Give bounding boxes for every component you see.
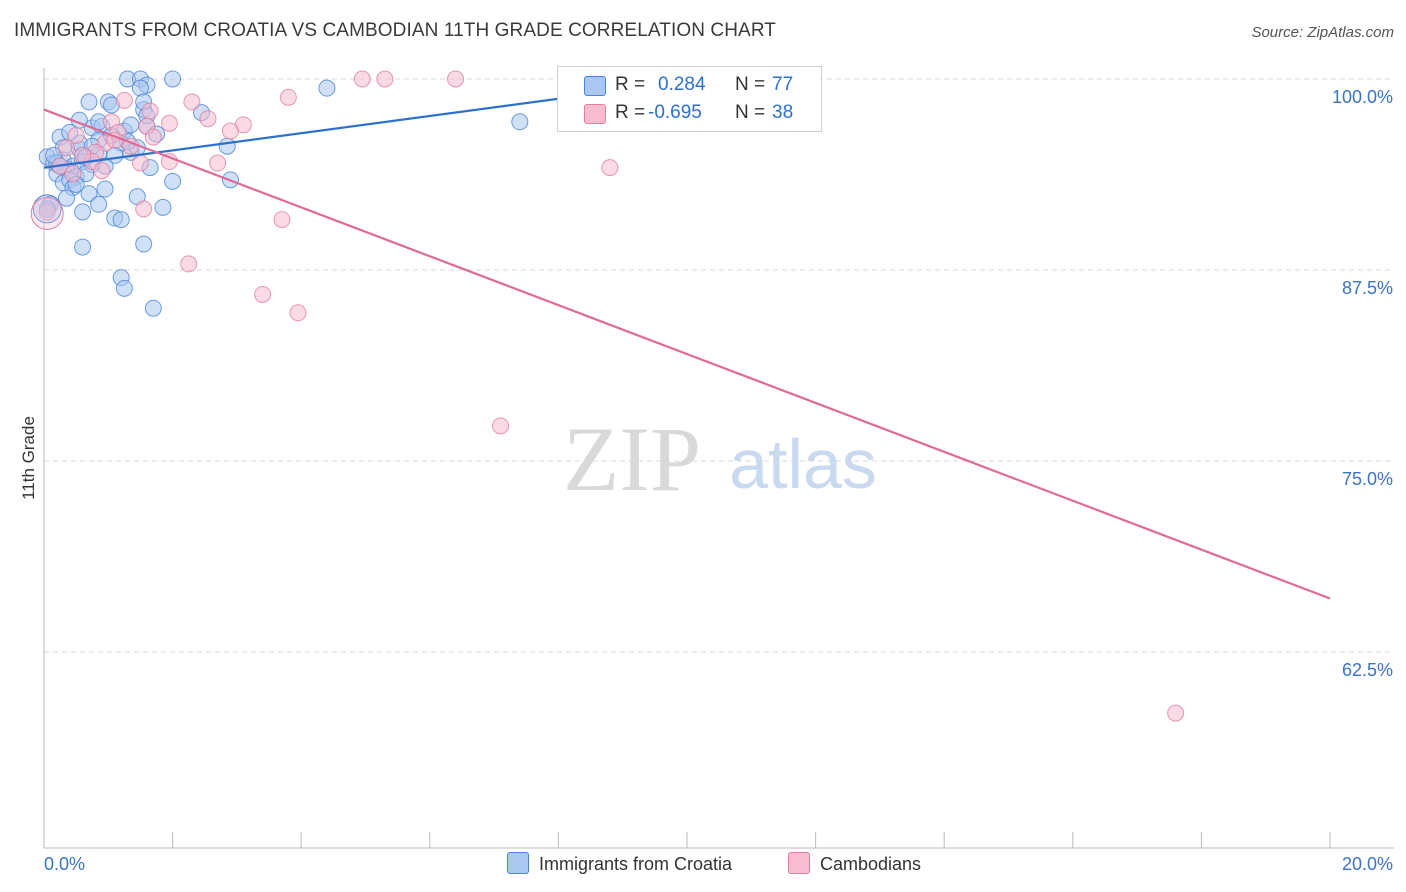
- watermark: ZIP atlas: [563, 408, 877, 510]
- cambodian-point: [58, 139, 76, 157]
- legend-item-cambodians[interactable]: Cambodians: [788, 852, 921, 875]
- croatia-point: [218, 137, 236, 155]
- watermark-atlas: atlas: [729, 425, 877, 503]
- croatia-point: [80, 93, 98, 111]
- gridlines: [44, 78, 1394, 653]
- cambodian-point: [131, 154, 149, 172]
- axes: [43, 68, 1394, 849]
- y-tick-label: 62.5%: [1342, 660, 1393, 680]
- cambodian-point: [160, 114, 178, 132]
- cambodian-point: [38, 203, 56, 221]
- croatia-point: [58, 189, 76, 207]
- cambodian-point: [64, 165, 82, 183]
- r-label: R =: [615, 102, 646, 123]
- watermark-zip: ZIP: [563, 408, 701, 510]
- croatia-point: [164, 172, 182, 190]
- r-value: -0.695: [648, 102, 702, 123]
- cambodian-trend-line: [43, 108, 1331, 600]
- legend-swatch-pink: [584, 104, 606, 124]
- y-tick-label: 75.0%: [1342, 469, 1393, 489]
- cambodian-point: [199, 110, 217, 128]
- croatia-point: [80, 185, 98, 203]
- data-points: [30, 70, 1185, 722]
- cambodian-point: [1167, 704, 1185, 722]
- croatia-point: [96, 180, 114, 198]
- cambodian-point: [115, 91, 133, 109]
- croatia-point: [74, 203, 92, 221]
- y-tick-label: 100.0%: [1332, 87, 1393, 107]
- n-label: N =: [735, 102, 766, 123]
- tick-labels: 62.5% 75.0% 87.5% 100.0% 0.0% 20.0%: [44, 87, 1393, 874]
- legend-row-cambodians: R = -0.695 N = 38: [558, 100, 821, 128]
- r-label: R =: [615, 74, 646, 95]
- legend-swatch-blue: [584, 76, 606, 96]
- legend-label: Immigrants from Croatia: [539, 854, 733, 874]
- chart-title: IMMIGRANTS FROM CROATIA VS CAMBODIAN 11T…: [14, 20, 776, 41]
- trend-lines: [43, 77, 1331, 600]
- x-tick-label: 0.0%: [44, 854, 85, 874]
- source-label: Source: ZipAtlas.com: [1251, 24, 1394, 41]
- croatia-point: [135, 235, 153, 253]
- legend-swatch-pink: [788, 852, 810, 874]
- cambodian-point: [376, 70, 394, 88]
- cambodian-point: [93, 162, 111, 180]
- cambodian-point: [279, 88, 297, 106]
- croatia-point: [90, 195, 108, 213]
- legend-label: Cambodians: [820, 854, 922, 874]
- correlation-legend: R = 0.284 N = 77 R = -0.695 N = 38: [557, 66, 822, 132]
- y-tick-label: 87.5%: [1342, 278, 1393, 298]
- cambodian-point: [144, 128, 162, 146]
- cambodian-point: [353, 70, 371, 88]
- n-label: N =: [735, 74, 766, 95]
- croatia-point: [144, 299, 162, 317]
- cambodian-point: [273, 211, 291, 229]
- cambodian-point: [180, 255, 198, 273]
- cambodian-point: [601, 159, 619, 177]
- y-axis-label: 11th Grade: [19, 416, 38, 500]
- cambodian-point: [209, 154, 227, 172]
- cambodian-point: [289, 304, 307, 322]
- croatia-point: [164, 70, 182, 88]
- croatia-point: [154, 198, 172, 216]
- n-value: 77: [772, 74, 794, 95]
- croatia-point: [32, 194, 62, 224]
- cambodian-point: [160, 153, 178, 171]
- cambodian-point: [135, 200, 153, 218]
- croatia-point: [511, 113, 529, 131]
- cambodian-point: [254, 285, 272, 303]
- cambodian-point: [30, 196, 64, 230]
- legend-row-croatia: R = 0.284 N = 77: [558, 72, 821, 100]
- r-value: 0.284: [658, 74, 706, 95]
- legend-swatch-blue: [507, 852, 529, 874]
- cambodian-point: [67, 127, 85, 145]
- cambodian-point: [221, 122, 239, 140]
- croatia-point: [112, 211, 130, 229]
- legend-item-croatia[interactable]: Immigrants from Croatia: [507, 852, 732, 875]
- cambodian-point: [492, 417, 510, 435]
- x-tick-label: 20.0%: [1342, 854, 1393, 874]
- n-value: 38: [772, 102, 794, 123]
- croatia-point: [115, 279, 133, 297]
- croatia-point: [318, 79, 336, 97]
- cambodian-point: [447, 70, 465, 88]
- cambodian-point: [141, 102, 159, 120]
- croatia-point: [74, 238, 92, 256]
- cambodian-point: [183, 93, 201, 111]
